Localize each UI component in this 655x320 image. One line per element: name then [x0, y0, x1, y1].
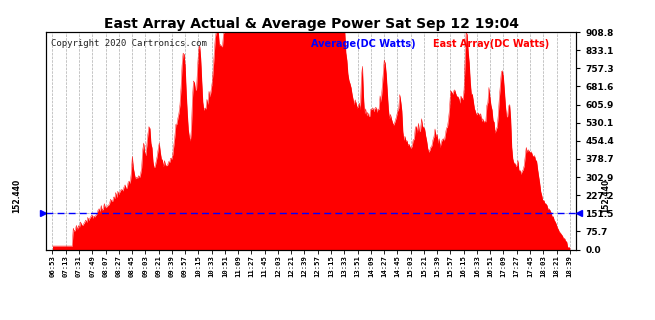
Text: Average(DC Watts): Average(DC Watts) [311, 38, 416, 49]
Text: Copyright 2020 Cartronics.com: Copyright 2020 Cartronics.com [51, 38, 207, 48]
Title: East Array Actual & Average Power Sat Sep 12 19:04: East Array Actual & Average Power Sat Se… [103, 17, 519, 31]
Text: East Array(DC Watts): East Array(DC Watts) [433, 38, 550, 49]
Text: 152.440: 152.440 [601, 179, 610, 213]
Text: 152.440: 152.440 [12, 179, 21, 213]
